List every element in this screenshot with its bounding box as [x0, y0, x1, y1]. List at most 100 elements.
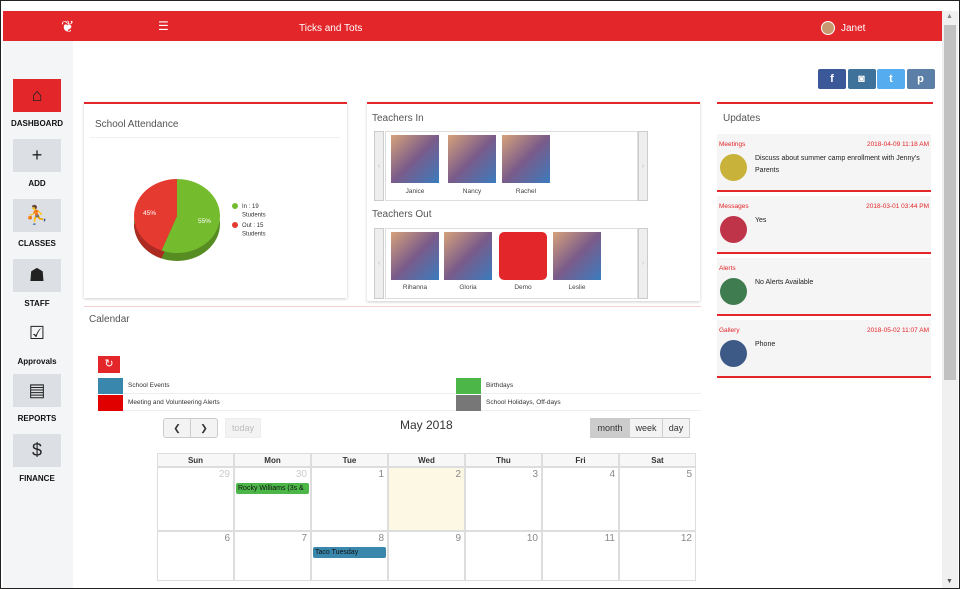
sidebar-item-classes[interactable]: ⛹ CLASSES — [13, 199, 61, 248]
day-view-button[interactable]: day — [662, 418, 690, 438]
teacher-photo[interactable] — [391, 232, 439, 280]
carousel-next-button[interactable]: › — [638, 228, 648, 299]
day-cell[interactable]: 5 — [619, 467, 696, 531]
day-cell[interactable]: 2 — [388, 467, 465, 531]
calendar-event[interactable]: Taco Tuesday — [313, 547, 386, 558]
teacher-photo[interactable] — [448, 135, 496, 183]
day-cell[interactable]: 10 — [465, 531, 542, 581]
pie-slice[interactable] — [161, 179, 220, 253]
sidebar-item-finance[interactable]: $ FINANCE — [13, 434, 61, 483]
day-header-fri: Fri — [542, 453, 619, 467]
home-icon: ⌂ — [13, 79, 61, 112]
today-button[interactable]: today — [225, 418, 261, 438]
scroll-down-icon[interactable]: ▼ — [946, 578, 953, 585]
attendance-pie-chart: 55% In : 19 Students 45% Out : 15 Students — [134, 179, 266, 261]
legend-label: School Events — [128, 382, 170, 389]
scroll-thumb[interactable] — [944, 25, 956, 380]
legend-marker — [232, 203, 238, 209]
instagram-button[interactable]: ◙ — [847, 69, 876, 89]
pinterest-button[interactable]: p — [906, 69, 935, 89]
day-header-thu: Thu — [465, 453, 542, 467]
scroll-up-icon[interactable]: ▲ — [946, 13, 953, 20]
teacher-photo[interactable] — [391, 135, 439, 183]
footprints-logo-icon[interactable]: ❦ — [61, 19, 75, 36]
calendar-month-title: May 2018 — [400, 418, 453, 432]
week-view-button[interactable]: week — [629, 418, 663, 438]
teachers-out-carousel — [385, 228, 638, 299]
edit-message-icon — [720, 216, 747, 243]
update-category: Meetings — [719, 141, 746, 148]
sidebar-item-reports[interactable]: ▤ REPORTS — [13, 374, 61, 423]
update-text: Discuss about summer camp enrollment wit… — [755, 155, 920, 174]
refresh-button[interactable]: ↻ — [98, 356, 120, 373]
legend-swatch — [456, 394, 481, 411]
camera-icon — [720, 340, 747, 367]
carousel-prev-button[interactable]: ‹ — [374, 131, 384, 201]
twitter-button[interactable]: t — [877, 69, 905, 89]
legend-label: School Holidays, Off-days — [486, 399, 561, 406]
refresh-icon: ↻ — [104, 358, 114, 370]
update-item-alerts[interactable]: Alerts No Alerts Available — [717, 258, 931, 316]
meeting-icon — [720, 154, 747, 181]
teacher-photo[interactable] — [502, 135, 550, 183]
sidebar-item-add[interactable]: + ADD — [13, 139, 61, 188]
day-cell[interactable]: 6 — [157, 531, 234, 581]
month-view-button[interactable]: month — [590, 418, 630, 438]
facebook-button[interactable]: f — [818, 69, 846, 89]
calendar-event[interactable]: Rocky Williams (3s & — [236, 483, 309, 494]
legend-swatch — [98, 394, 123, 411]
legend-swatch — [98, 377, 123, 394]
hamburger-icon[interactable]: ☰ — [158, 19, 169, 33]
legend-swatch — [456, 377, 481, 394]
classroom-icon: ⛹ — [13, 199, 61, 232]
day-cell[interactable]: 11 — [542, 531, 619, 581]
sidebar-item-staff[interactable]: ☗ STAFF — [13, 259, 61, 308]
carousel-prev-button[interactable]: ‹ — [374, 228, 384, 299]
teachers-panel: Teachers In Teachers Out ‹ › ‹ › Janice N… — [367, 102, 700, 301]
user-menu[interactable]: Janet — [821, 21, 865, 35]
day-cell[interactable]: 8 — [311, 531, 388, 581]
teacher-photo[interactable] — [499, 232, 547, 280]
plus-icon: + — [13, 139, 61, 172]
panel-title: School Attendance — [95, 119, 179, 130]
update-text: Phone — [755, 341, 776, 348]
update-item-gallery[interactable]: Gallery 2018-05-02 11:07 AM Phone — [717, 320, 931, 378]
legend-item: Meeting and Volunteering Alerts — [98, 394, 456, 411]
teachers-in-carousel — [385, 131, 638, 201]
pie-slice[interactable] — [134, 179, 177, 251]
teacher-photo[interactable] — [444, 232, 492, 280]
teacher-name: Rihanna — [402, 284, 428, 291]
update-text: No Alerts Available — [755, 279, 814, 286]
sidebar-item-dashboard[interactable]: ⌂ DASHBOARD — [11, 79, 63, 128]
next-month-button[interactable]: ❯ — [190, 418, 218, 438]
update-time: 2018-04-09 11:18 AM — [866, 141, 929, 148]
day-cell[interactable]: 7 — [234, 531, 311, 581]
day-cell[interactable]: 12 — [619, 531, 696, 581]
teacher-name: Janice — [405, 188, 425, 195]
panel-title: Updates — [723, 113, 761, 124]
pie-pct-label: 55% — [198, 218, 211, 225]
update-item-messages[interactable]: Messages 2018-03-01 03:44 PM Yes — [717, 196, 931, 254]
day-cell[interactable]: 29 — [157, 467, 234, 531]
scrollbar[interactable]: ▲ ▼ — [942, 11, 958, 588]
teacher-name: Nancy — [462, 188, 482, 195]
day-cell[interactable]: 3 — [465, 467, 542, 531]
top-bar: ❦ ☰ Ticks and Tots Janet — [3, 11, 942, 41]
teacher-photo[interactable] — [553, 232, 601, 280]
prev-month-button[interactable]: ❮ — [163, 418, 191, 438]
teacher-icon: ☗ — [13, 259, 61, 292]
legend-marker — [232, 222, 238, 228]
calendar-title: Calendar — [89, 314, 130, 325]
day-cell[interactable]: 1 — [311, 467, 388, 531]
teacher-name: Rachel — [515, 188, 537, 195]
legend-label: Meeting and Volunteering Alerts — [128, 399, 220, 406]
teacher-name: Gloria — [459, 284, 477, 291]
facebook-icon: f — [830, 73, 834, 85]
day-header-wed: Wed — [388, 453, 465, 467]
day-cell[interactable]: 4 — [542, 467, 619, 531]
carousel-next-button[interactable]: › — [638, 131, 648, 201]
update-item-meetings[interactable]: Meetings 2018-04-09 11:18 AM Discuss about… — [717, 134, 931, 192]
day-cell[interactable]: 30 — [234, 467, 311, 531]
sidebar-item-approvals[interactable]: ☑ Approvals — [13, 317, 61, 366]
day-cell[interactable]: 9 — [388, 531, 465, 581]
